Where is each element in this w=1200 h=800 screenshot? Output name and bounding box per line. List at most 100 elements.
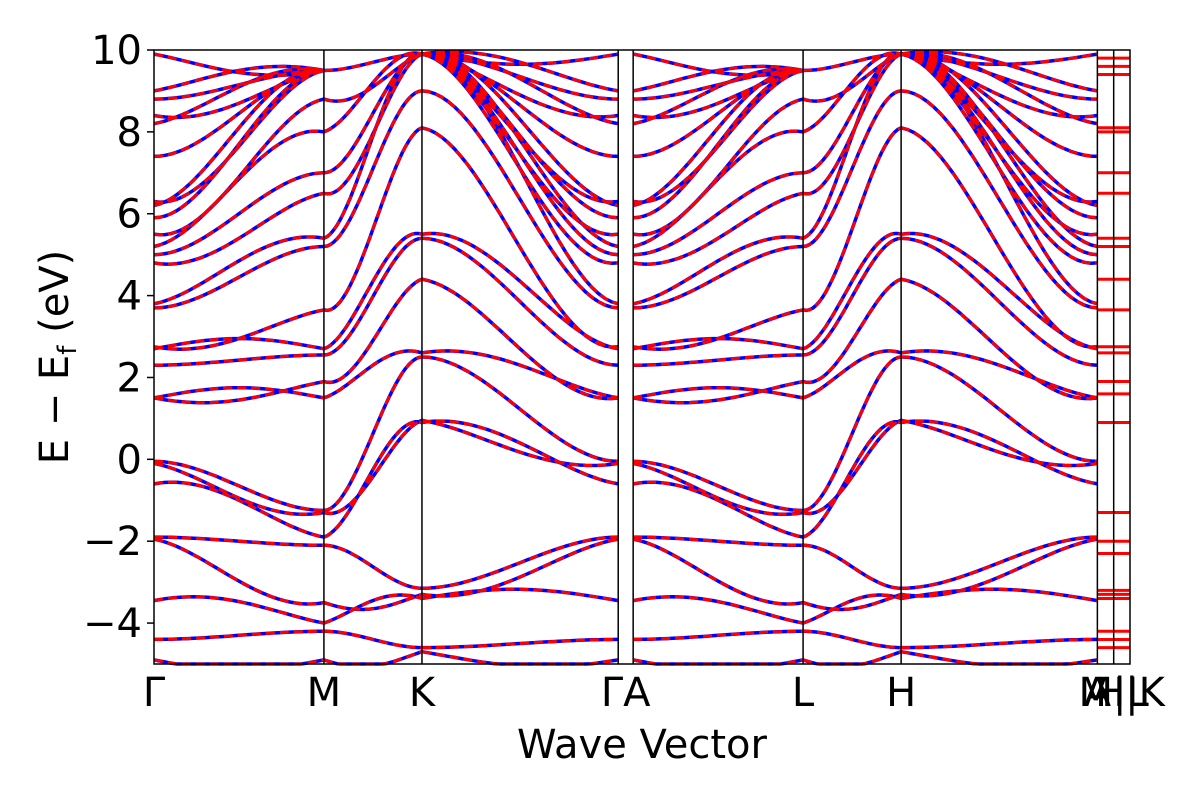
band-line-solid — [421, 89, 619, 310]
band-line-dashed — [421, 418, 619, 468]
band-line-dashed — [802, 232, 902, 351]
band-line-dashed — [323, 592, 423, 611]
y-tick-label: 8 — [117, 110, 142, 156]
band-line-dashed — [901, 236, 1098, 367]
band-line-dashed — [900, 419, 1098, 486]
band-line-solid — [900, 89, 1098, 310]
band-line-solid — [632, 537, 804, 606]
band-line-dashed — [323, 420, 423, 539]
band-line-dashed — [802, 52, 902, 103]
band-line-dashed — [153, 380, 325, 405]
band-line-dashed — [900, 418, 1098, 468]
band-line-dashed — [802, 349, 902, 400]
band-line-dashed — [802, 355, 902, 512]
band-line-dashed — [901, 52, 1098, 101]
band-line-dashed — [802, 52, 902, 196]
y-tick-label: 6 — [117, 192, 142, 238]
band-line-dashed — [421, 51, 619, 126]
band-line-dashed — [323, 52, 422, 72]
band-line-dashed — [421, 535, 619, 590]
y-axis-title-main: E − E — [32, 355, 78, 465]
plot-frame — [153, 49, 1131, 665]
band-line-dashed — [900, 52, 1098, 204]
band-line-dashed — [421, 52, 619, 158]
band-line-dashed — [323, 52, 423, 175]
band-line-solid — [153, 235, 325, 306]
band-line-dashed — [421, 52, 619, 306]
x-tick-label: L — [792, 670, 815, 716]
x-tick-label: H — [886, 670, 916, 716]
y-axis-title: E − Ef (eV) — [32, 250, 83, 465]
band-line-dashed — [632, 52, 804, 77]
y-axis-title-sub: f — [53, 345, 83, 355]
band-line-dashed — [421, 587, 619, 603]
band-line-solid — [421, 52, 619, 306]
band-line-dashed — [421, 52, 619, 119]
x-axis-title: Wave Vector — [517, 722, 768, 768]
band-line-dashed — [153, 171, 324, 257]
band-line-dashed — [633, 69, 804, 158]
band-line-dashed — [632, 69, 804, 120]
band-line-dashed — [633, 353, 804, 367]
band-line-solid — [323, 52, 423, 175]
high-symmetry-lines — [323, 50, 1115, 664]
y-tick-label: −2 — [83, 519, 142, 565]
x-tick-label: M|L — [1079, 670, 1150, 716]
band-line-dashed — [633, 535, 804, 547]
band-line-dashed — [901, 52, 1098, 158]
band-line-dashed — [802, 592, 902, 611]
band-line-dashed — [802, 420, 902, 539]
band-line-dashed — [900, 126, 1098, 349]
band-line-dashed — [803, 543, 902, 590]
band-line-dashed — [153, 480, 325, 539]
band-line-dashed — [421, 537, 619, 598]
band-line-dashed — [802, 593, 902, 625]
band-line-dashed — [153, 69, 325, 204]
band-line-dashed — [153, 52, 325, 77]
band-line-dashed — [323, 543, 423, 590]
band-line-solid — [323, 543, 423, 591]
band-line-dashed — [323, 51, 423, 134]
band-line-solid — [632, 68, 804, 208]
y-tick-label: 10 — [91, 28, 142, 74]
band-line-dashed — [422, 637, 619, 650]
band-line-dashed — [901, 535, 1098, 590]
band-line-solid — [153, 171, 324, 257]
band-line-dashed — [323, 629, 422, 650]
y-axis-title-unit: (eV) — [32, 250, 78, 346]
band-line-dashed — [632, 68, 804, 207]
band-line-solid — [633, 171, 804, 257]
band-line-dashed — [632, 67, 804, 126]
band-line-dashed — [323, 52, 423, 196]
band-line-dashed — [900, 52, 1098, 237]
band-line-dashed — [323, 126, 423, 312]
band-line-dashed — [323, 419, 423, 516]
band-line-dashed — [632, 595, 804, 625]
band-line-dashed — [153, 386, 325, 400]
band-line-dashed — [901, 637, 1098, 650]
band-line-dashed — [153, 69, 324, 158]
band-line-dashed — [154, 353, 324, 367]
band-line-dashed — [802, 51, 902, 134]
band-line-dashed — [421, 52, 619, 204]
x-axis-ticks: Γ M K ΓA L H AM|LH|K — [143, 670, 1167, 716]
band-line-dashed — [900, 52, 1098, 66]
band-line-dashed — [632, 537, 804, 606]
band-line-dashed — [421, 419, 619, 486]
band-line-dashed — [153, 245, 324, 310]
band-line-dashed — [153, 68, 325, 207]
band-line-dashed — [802, 236, 902, 357]
band-line-dashed — [633, 245, 804, 310]
band-line-dashed — [802, 52, 902, 175]
band-line-dashed — [632, 480, 804, 539]
band-line-solid — [803, 543, 902, 591]
y-tick-label: −4 — [83, 601, 142, 647]
band-line-dashed — [153, 97, 325, 237]
band-line-solid — [802, 52, 902, 175]
band-line-dashed — [323, 52, 423, 240]
band-line-dashed — [421, 52, 619, 265]
band-line-dashed — [323, 593, 423, 625]
band-line-dashed — [633, 69, 804, 220]
y-tick-label: 2 — [117, 355, 142, 401]
